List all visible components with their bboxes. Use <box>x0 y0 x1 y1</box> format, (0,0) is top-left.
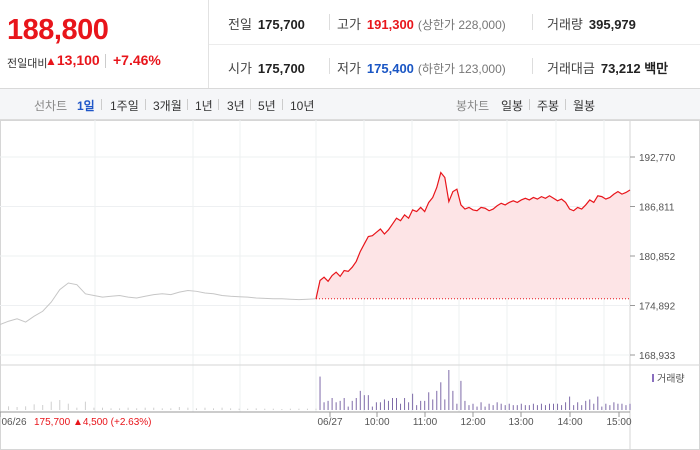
divider <box>532 58 533 74</box>
high-value: 191,300 <box>366 17 414 32</box>
open-value: 175,700 <box>257 61 305 76</box>
low-label: 저가 <box>337 61 361 76</box>
volume-label: 거래량 <box>547 17 583 32</box>
price-box: 188,800 전일대비 ▲13,100 +7.46% <box>0 0 209 88</box>
today-line <box>315 171 631 299</box>
prev-close-value: 175,700 <box>257 17 305 32</box>
divider <box>282 99 283 110</box>
y-tick-label: 174,892 <box>639 302 676 313</box>
candle-chart-label: 봉차트 <box>456 99 490 113</box>
x-tick-label: 10:00 <box>364 417 389 428</box>
x-tick-label: 06/27 <box>317 417 342 428</box>
stats-panel: 전일 175,700 고가 191,300 (상한가 228,000) 거래량 395,… <box>209 0 700 88</box>
change-value: ▲13,100 <box>45 52 100 68</box>
tab-daily[interactable]: 일봉 <box>501 99 524 113</box>
high-cell: 고가 191,300 (상한가 228,000) <box>337 14 506 33</box>
divider <box>250 99 251 110</box>
amount-value: 73,212 백만 <box>600 61 669 76</box>
divider <box>105 54 106 68</box>
tab-5y[interactable]: 5년 <box>258 99 276 113</box>
high-label: 고가 <box>337 17 361 32</box>
upper-limit: (상한가 228,000) <box>417 18 506 32</box>
prev-day-line <box>0 282 317 326</box>
divider <box>187 99 188 110</box>
up-triangle-icon: ▲ <box>73 417 83 428</box>
stats-row-2: 시가 175,700 저가 175,400 (하한가 123,000) 거래대금 73,… <box>209 44 700 88</box>
tab-3m[interactable]: 3개월 <box>153 99 182 113</box>
x-tick-label: 06/26 <box>1 417 26 428</box>
x-axis: 06/26 06/27 10:00 11:00 12:00 13:00 14:00 15:00… <box>0 412 632 428</box>
today-area <box>316 172 630 299</box>
divider <box>145 99 146 110</box>
low-cell: 저가 175,400 (하한가 123,000) <box>337 58 506 77</box>
x-tick-label: 13:00 <box>508 417 533 428</box>
low-value: 175,400 <box>366 61 414 76</box>
y-tick-label: 186,811 <box>639 203 675 214</box>
chart-grid <box>0 120 700 450</box>
price-lines <box>0 171 631 326</box>
x-tick-label: 12:00 <box>460 417 485 428</box>
quote-header: 188,800 전일대비 ▲13,100 +7.46% 전일 175,700 고가… <box>0 0 700 89</box>
divider <box>532 14 533 30</box>
chart-tabs: 선차트 1일 1주일 3개월 1년 3년 5년 10년 봉차트 일봉 주봉 월봉 <box>0 89 700 120</box>
stats-row-1: 전일 175,700 고가 191,300 (상한가 228,000) 거래량 395,… <box>209 0 700 45</box>
amount-label: 거래대금 <box>547 61 595 76</box>
tab-1w[interactable]: 1주일 <box>110 99 139 113</box>
change-amount: 13,100 <box>56 52 100 68</box>
open-label: 시가 <box>228 61 252 76</box>
y-tick-label: 168,933 <box>639 351 676 362</box>
volume-legend: 거래량 <box>657 373 685 385</box>
prev-close-label: 전일 <box>228 17 252 32</box>
volume-legend-swatch <box>652 374 654 382</box>
divider <box>218 99 219 110</box>
price-area <box>316 172 630 299</box>
change-percent: +7.46% <box>113 52 161 68</box>
volume-cell: 거래량 395,979 <box>547 14 636 33</box>
prev-day-summary: 175,700 ▲4,500 (+2.63%) <box>34 417 152 428</box>
y-tick-label: 180,852 <box>639 252 676 263</box>
volume-bars: 거래량 <box>8 370 685 410</box>
prev-change-pct: (+2.63%) <box>111 417 152 428</box>
up-triangle-icon: ▲ <box>45 54 57 68</box>
divider <box>565 99 566 110</box>
divider <box>101 99 102 110</box>
divider <box>529 99 530 110</box>
tab-10y[interactable]: 10년 <box>290 99 315 113</box>
x-tick-label: 15:00 <box>606 417 631 428</box>
y-tick-label: 192,770 <box>639 153 676 164</box>
prev-close: 175,700 <box>34 417 73 428</box>
line-chart-label: 선차트 <box>34 99 68 113</box>
y-axis: 192,770 186,811 180,852 174,892 168,933 <box>630 153 676 362</box>
tab-weekly[interactable]: 주봉 <box>537 99 560 113</box>
amount-cell: 거래대금 73,212 백만 <box>547 58 668 77</box>
x-tick-label: 14:00 <box>557 417 582 428</box>
x-tick-label: 11:00 <box>413 417 438 428</box>
divider <box>329 14 330 30</box>
tab-1d[interactable]: 1일 <box>77 99 95 113</box>
volume-value: 395,979 <box>588 17 636 32</box>
tab-monthly[interactable]: 월봉 <box>573 99 596 113</box>
lower-limit: (하한가 123,000) <box>417 62 506 76</box>
current-price: 188,800 <box>7 14 109 46</box>
prev-close-cell: 전일 175,700 <box>228 14 305 33</box>
tab-1y[interactable]: 1년 <box>195 99 213 113</box>
tab-3y[interactable]: 3년 <box>227 99 245 113</box>
prev-change: 4,500 <box>83 417 111 428</box>
change-label: 전일대비 <box>7 58 48 70</box>
open-cell: 시가 175,700 <box>228 58 305 77</box>
divider <box>329 58 330 74</box>
